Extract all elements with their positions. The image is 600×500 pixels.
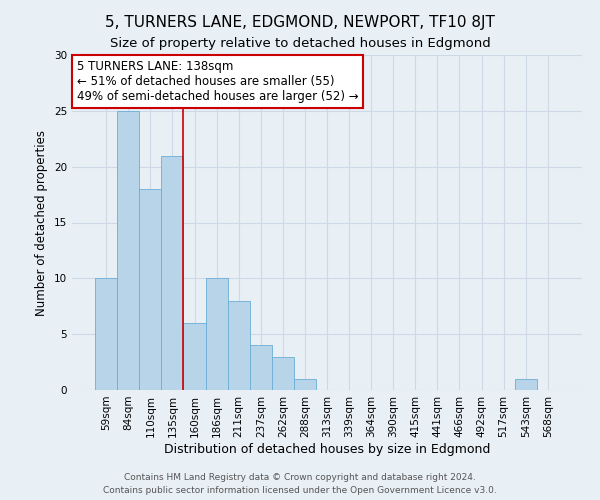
Bar [515, 379, 537, 390]
Bar [95, 278, 117, 390]
Text: 5 TURNERS LANE: 138sqm
← 51% of detached houses are smaller (55)
49% of semi-det: 5 TURNERS LANE: 138sqm ← 51% of detached… [77, 60, 359, 103]
Bar [250, 346, 272, 390]
Bar [184, 323, 206, 390]
Bar [139, 189, 161, 390]
X-axis label: Distribution of detached houses by size in Edgmond: Distribution of detached houses by size … [164, 442, 490, 456]
Bar [227, 300, 250, 390]
Bar [272, 356, 294, 390]
Bar [117, 111, 139, 390]
Text: Size of property relative to detached houses in Edgmond: Size of property relative to detached ho… [110, 38, 490, 51]
Text: Contains HM Land Registry data © Crown copyright and database right 2024.
Contai: Contains HM Land Registry data © Crown c… [103, 474, 497, 495]
Text: 5, TURNERS LANE, EDGMOND, NEWPORT, TF10 8JT: 5, TURNERS LANE, EDGMOND, NEWPORT, TF10 … [105, 15, 495, 30]
Bar [161, 156, 184, 390]
Bar [294, 379, 316, 390]
Bar [206, 278, 227, 390]
Y-axis label: Number of detached properties: Number of detached properties [35, 130, 49, 316]
